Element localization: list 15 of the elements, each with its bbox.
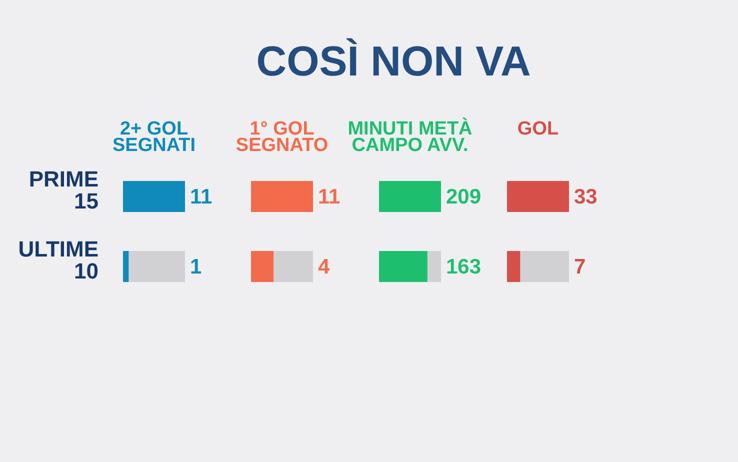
data-label: 1: [190, 256, 202, 278]
y-tick-label: ULTIME 10: [18, 236, 98, 284]
chart-title: MINUTI METÀ CAMPO AVV.: [348, 118, 473, 156]
data-label: 11: [318, 186, 341, 208]
chart-title: GOL: [517, 118, 559, 140]
data-label: 7: [574, 256, 586, 278]
chart-title: 2+ GOL SEGNATI: [112, 118, 196, 156]
y-tick-label: PRIME 15: [28, 166, 98, 214]
chart-title: 1° GOL SEGNATO: [236, 118, 328, 156]
text: COSÌ NON VA: [256, 38, 531, 84]
data-label: 163: [446, 256, 482, 278]
data-label: 4: [318, 256, 330, 278]
data-label: 33: [574, 186, 598, 208]
data-label: 11: [190, 186, 213, 208]
data-label: 209: [446, 186, 482, 208]
